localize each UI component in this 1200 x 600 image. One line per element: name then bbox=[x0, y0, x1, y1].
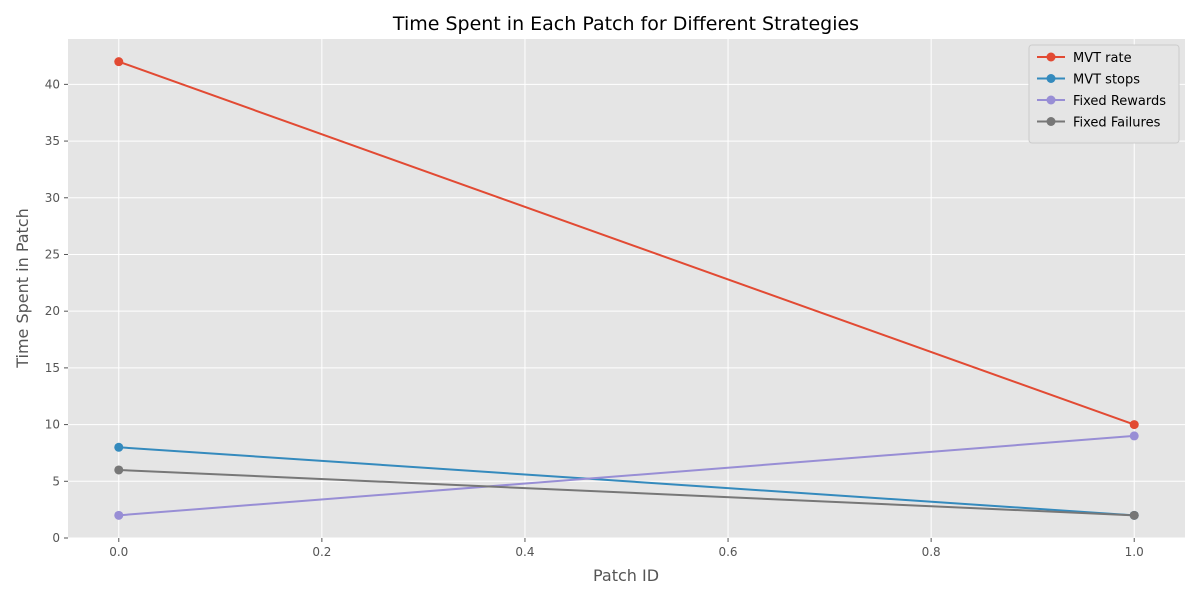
y-tick-label: 35 bbox=[45, 134, 60, 148]
x-tick-label: 0.8 bbox=[922, 545, 941, 559]
legend-box bbox=[1028, 44, 1180, 144]
y-axis-label: Time Spent in Patch bbox=[13, 208, 32, 369]
y-ticks: 0 5 10 15 20 25 30 35 40 bbox=[45, 77, 68, 545]
data-point-fixed-rewards bbox=[1129, 431, 1139, 441]
y-tick-label: 20 bbox=[45, 304, 60, 318]
x-tick-label: 0.2 bbox=[312, 545, 331, 559]
plot-area bbox=[68, 39, 1185, 538]
legend-label-mvt-stops: MVT stops bbox=[1073, 73, 1140, 88]
series-layer bbox=[114, 57, 1139, 520]
y-tick-label: 25 bbox=[45, 247, 60, 261]
legend-label-fixed-failures: Fixed Failures bbox=[1073, 116, 1161, 131]
x-axis-label: Patch ID bbox=[593, 566, 659, 585]
series-line-fixed-failures bbox=[118, 468, 1135, 517]
y-tick-label: 15 bbox=[45, 361, 60, 375]
y-tick-label: 30 bbox=[45, 191, 60, 205]
y-tick-label: 40 bbox=[45, 77, 60, 91]
data-point-mvt-stops bbox=[114, 442, 124, 452]
legend-marker-mvt-rate bbox=[1046, 52, 1056, 62]
chart-title: Time Spent in Each Patch for Different S… bbox=[392, 13, 859, 35]
x-tick-label: 1.0 bbox=[1125, 545, 1144, 559]
y-tick-label: 0 bbox=[52, 531, 60, 545]
data-point-fixed-rewards bbox=[114, 510, 124, 520]
y-tick-label: 5 bbox=[52, 474, 60, 488]
data-point-fixed-failures bbox=[114, 465, 124, 475]
legend-marker-mvt-stops bbox=[1046, 74, 1056, 83]
series-line-mvt-stops bbox=[118, 446, 1135, 517]
data-point-mvt-rate bbox=[1129, 420, 1139, 430]
data-point-mvt-rate bbox=[114, 57, 124, 67]
x-ticks: 0.0 0.2 0.4 0.6 0.8 1.0 bbox=[109, 538, 1144, 559]
y-tick-label: 10 bbox=[45, 418, 60, 432]
legend-label-fixed-rewards: Fixed Rewards bbox=[1073, 94, 1166, 109]
data-point-fixed-failures bbox=[1129, 510, 1139, 520]
series-line-mvt-rate bbox=[118, 60, 1135, 426]
legend-label-mvt-rate: MVT rate bbox=[1073, 51, 1132, 66]
legend-marker-fixed-failures bbox=[1046, 117, 1056, 126]
x-tick-label: 0.6 bbox=[718, 545, 737, 559]
x-tick-label: 0.0 bbox=[109, 545, 128, 559]
series-line-fixed-rewards bbox=[118, 434, 1135, 517]
legend: MVT rate MVT stops Fixed Rewards Fixed Fail… bbox=[1028, 44, 1180, 144]
legend-marker-fixed-rewards bbox=[1046, 95, 1056, 105]
x-tick-label: 0.4 bbox=[515, 545, 534, 559]
